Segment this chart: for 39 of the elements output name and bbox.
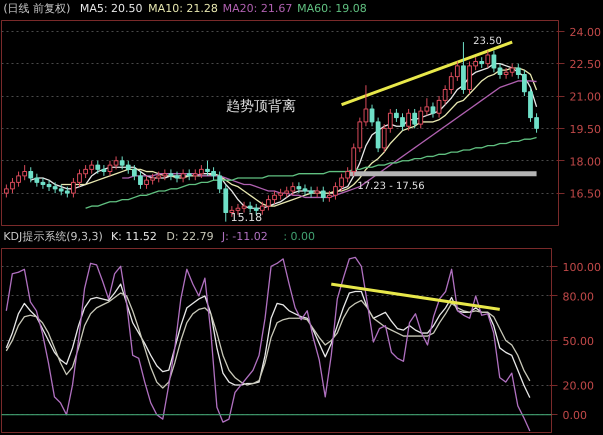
- candlestick: [406, 108, 411, 132]
- candlestick: [430, 102, 436, 118]
- annotation: 15.18: [230, 210, 262, 224]
- text: : 0.00: [283, 230, 316, 243]
- line-series: [84, 136, 538, 209]
- series-label: J: -11.02: [220, 230, 268, 243]
- y-tick-label: 20.00: [562, 380, 594, 393]
- line-series: [6, 256, 530, 432]
- annotation: 23.50: [473, 36, 502, 47]
- y-tick-label: 50.00: [562, 335, 594, 348]
- text: MA20: 21.67: [222, 2, 292, 15]
- text: MA5: 20.50: [80, 2, 143, 15]
- candlestick: [479, 56, 484, 68]
- y-tick-label: 80.00: [562, 290, 594, 304]
- y-tick-label: 24.00: [570, 26, 601, 39]
- candlestick: [485, 50, 490, 68]
- y-tick-label: 16.50: [570, 188, 601, 201]
- y-tick-label: 21.00: [570, 90, 601, 104]
- candlestick: [412, 108, 418, 129]
- line-series: [6, 283, 530, 398]
- candlestick: [180, 168, 186, 183]
- candlestick: [461, 42, 466, 94]
- annotation: 17.23 - 17.56: [357, 181, 425, 192]
- chart-title: KDJ提示系统(9,3,3): [3, 230, 103, 243]
- y-tick-label: 0.00: [562, 409, 587, 422]
- line-series: [6, 292, 530, 389]
- annotation: 趋势顶背离: [226, 98, 296, 115]
- text: MA60: 19.08: [297, 2, 367, 15]
- text: MA10: 21.28: [148, 2, 218, 15]
- y-tick-label: 100.00: [562, 260, 601, 274]
- text: D: 22.79: [166, 230, 214, 243]
- candlestick: [186, 168, 192, 181]
- y-tick-label: 19.50: [570, 122, 601, 136]
- y-tick-label: 18.00: [570, 155, 601, 168]
- candlestick: [314, 186, 320, 198]
- text: K: 11.52: [110, 230, 157, 243]
- y-tick-label: 22.50: [570, 58, 601, 72]
- candlestick: [320, 186, 326, 202]
- chart-title: (日线 前复权): [3, 2, 70, 15]
